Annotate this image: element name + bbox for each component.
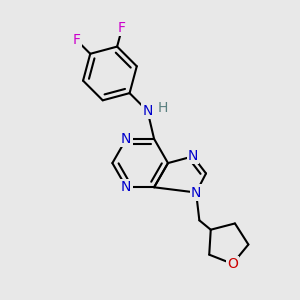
- Text: F: F: [118, 21, 126, 35]
- Text: N: N: [121, 180, 131, 194]
- Text: N: N: [188, 149, 198, 164]
- Text: N: N: [142, 104, 153, 118]
- Text: N: N: [121, 132, 131, 146]
- Text: N: N: [191, 185, 201, 200]
- Text: O: O: [227, 257, 238, 271]
- Text: F: F: [73, 33, 81, 47]
- Text: H: H: [158, 101, 168, 116]
